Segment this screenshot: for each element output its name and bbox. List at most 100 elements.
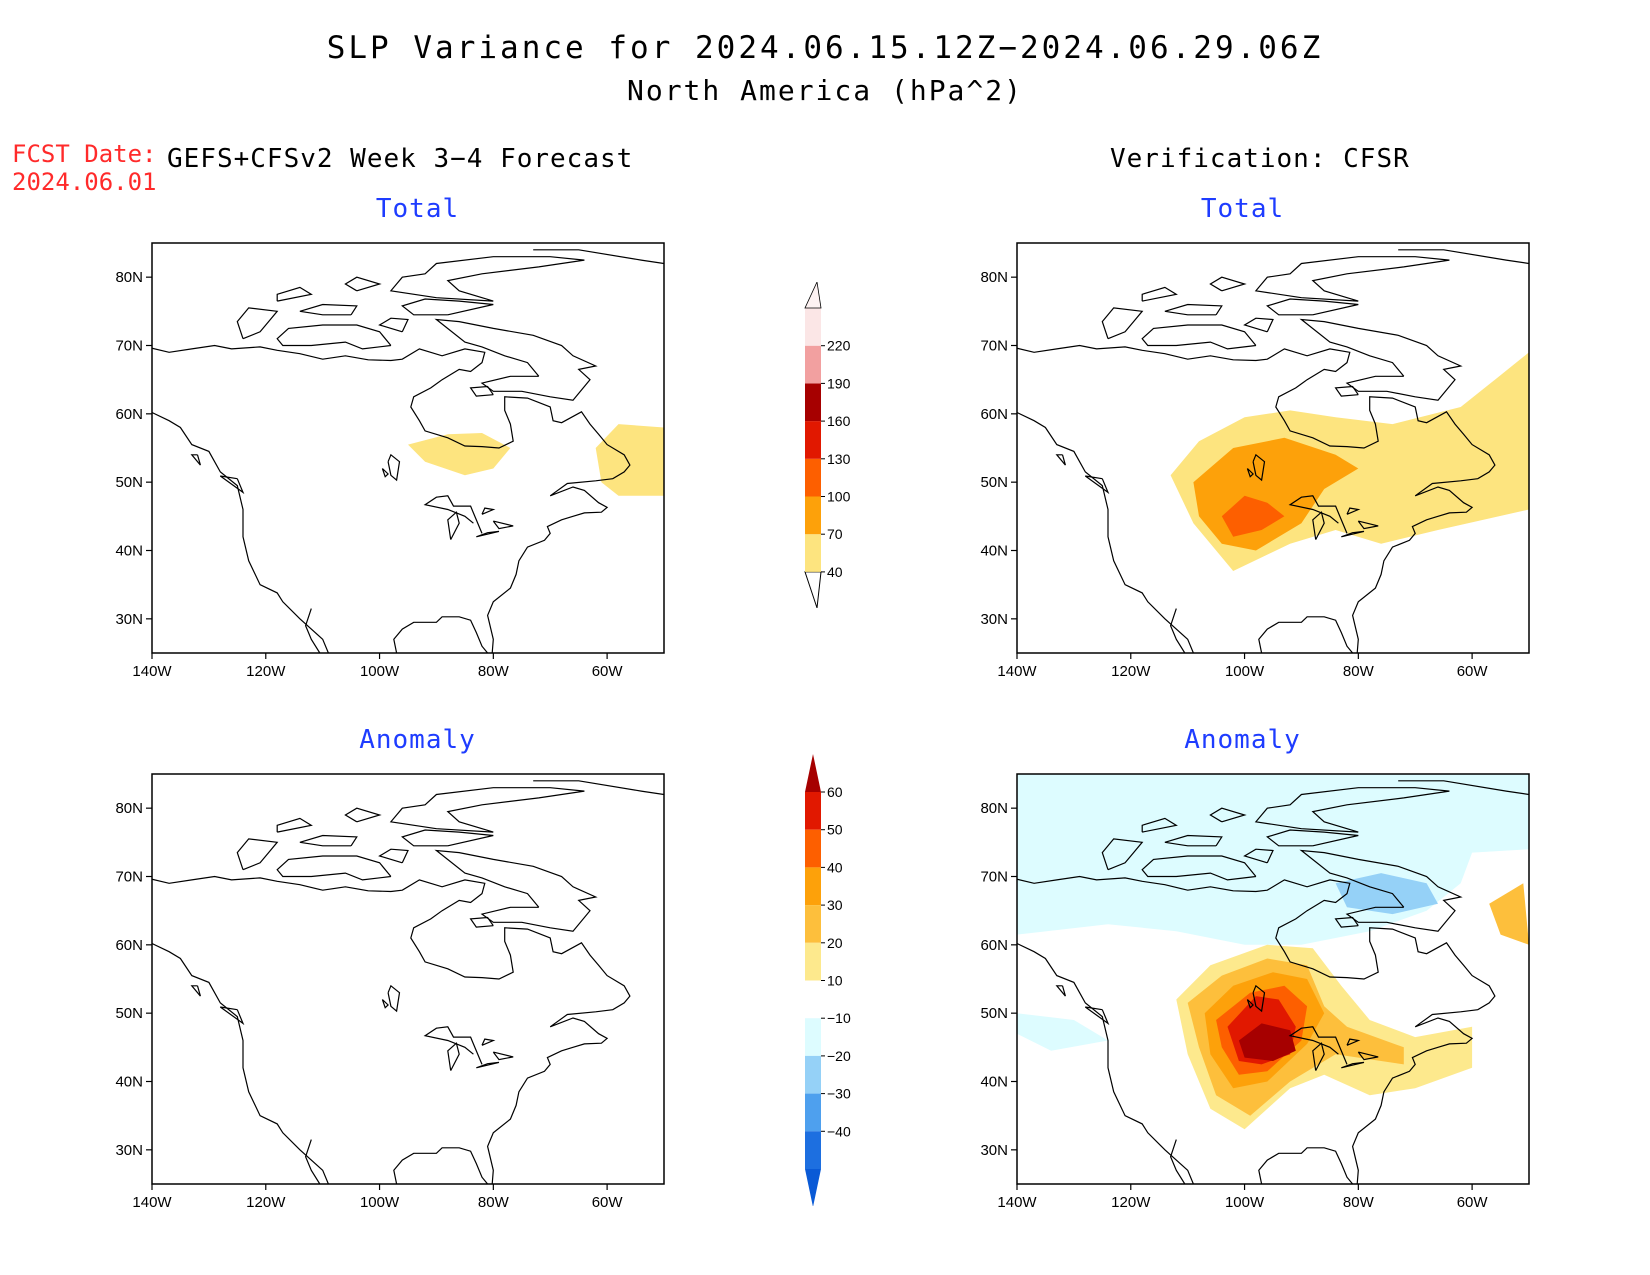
lon-tick-label: 100W [1225,663,1265,680]
coastline [533,249,664,265]
coastline [344,807,382,823]
lon-tick-label: 100W [360,663,400,680]
lon-tick-label: 140W [132,663,172,680]
lat-tick-label: 50N [115,474,143,491]
coastline [152,344,631,653]
lon-tick-label: 80W [478,1194,510,1211]
coastline-layer [1017,780,1529,1184]
coastline [393,616,489,653]
coastline [1141,286,1178,302]
plot-frame [151,773,665,1185]
coastline [1084,475,1110,495]
colorbar-label: 130 [827,451,851,467]
coastline [1164,834,1223,847]
map-panel-forecast-anomaly: 80N 70N 60N 50N 40N 30N 140W 120W 100W 80W 60W [115,773,665,1211]
plot-frame [1016,242,1530,654]
colorbar-label: 100 [827,489,851,505]
coastline [219,475,245,495]
shading-layer [476,944,488,952]
colorbar-swatch [805,905,821,943]
coastline [152,875,631,1184]
coastline [387,453,401,482]
coastline [492,520,514,530]
lat-tick-label: 60N [115,406,143,423]
lat-tick-label: 30N [980,611,1008,628]
coastline [152,411,329,653]
coastline [533,780,664,796]
coastline [1254,787,1450,833]
colorbar-swatch [805,534,821,572]
shaded-region [1238,1023,1296,1061]
lat-tick-label: 80N [980,800,1008,817]
lat-tick-label: 80N [115,800,143,817]
coastline [1169,608,1186,653]
coastline [1398,249,1529,265]
colorbar-label: 40 [827,564,843,580]
coastline [299,834,358,847]
shaded-region [1489,883,1529,945]
coastline [344,276,382,292]
coastline [1312,1042,1325,1071]
colorbar-swatch [805,458,821,497]
coastline [476,1061,500,1069]
colorbar-label: 190 [827,375,851,391]
colorbar-swatch [805,345,821,384]
lat-tick-label: 80N [115,269,143,286]
lon-tick-label: 80W [478,663,510,680]
lat-tick-label: 70N [980,869,1008,886]
coastline [378,317,409,333]
coastline [1357,520,1379,530]
coastline [1017,875,1496,1184]
coastline [276,286,313,302]
coastline [1341,1061,1365,1069]
coastline [1101,307,1144,340]
shaded-region [1017,774,1529,945]
coastline [1258,1147,1354,1184]
lon-tick-label: 100W [1225,1194,1265,1211]
colorbar-label: −30 [827,1086,851,1102]
lat-tick-label: 70N [115,869,143,886]
coastline [1252,984,1266,1013]
coastline [1312,511,1325,540]
coastline [434,849,598,932]
coastline [447,1042,460,1071]
fcst-date-label: FCST Date: [12,140,157,168]
colorbar-swatch [805,1055,821,1094]
coastline [152,942,329,1184]
panel-title-forecast-anomaly: Anomaly [359,725,476,755]
shaded-region [1017,1013,1108,1051]
chart-title: SLP Variance for 2024.06.15.12Z−2024.06.… [326,30,1324,66]
shaded-region [1221,495,1285,537]
colorbar-label: 10 [827,973,843,989]
coastline [1246,468,1254,478]
coastline [236,838,279,871]
colorbar-total: 40 70 100 130 160 190 220 [804,282,851,609]
coastline [1164,303,1223,316]
chart-subtitle: North America (hPa^2) [626,74,1023,107]
colorbar-swatch [805,980,821,1019]
shaded-region [408,433,511,476]
colorbar-label: 50 [827,822,843,838]
coastline [1299,849,1463,932]
coastline [1299,318,1463,401]
coastline [1169,1139,1186,1184]
coastline-layer [1017,249,1529,653]
panel-title-verification-total: Total [1200,194,1285,224]
coastline [1209,807,1247,823]
coastline [447,511,460,540]
lat-tick-label: 60N [980,937,1008,954]
coastline [476,530,500,538]
shading-layer [408,424,664,496]
plot-frame [151,242,665,654]
coastline [1243,317,1274,333]
verification-column-header: Verification: CFSR [1110,144,1410,174]
colorbar-swatch [805,383,821,422]
coastline [1017,411,1194,653]
coastline [299,303,358,316]
coastline [401,298,494,316]
coastline [481,507,496,515]
colorbar-label: 40 [827,859,843,875]
panel-title-forecast-total: Total [375,194,460,224]
coastline [389,256,585,302]
panel-title-verification-anomaly: Anomaly [1184,725,1301,755]
